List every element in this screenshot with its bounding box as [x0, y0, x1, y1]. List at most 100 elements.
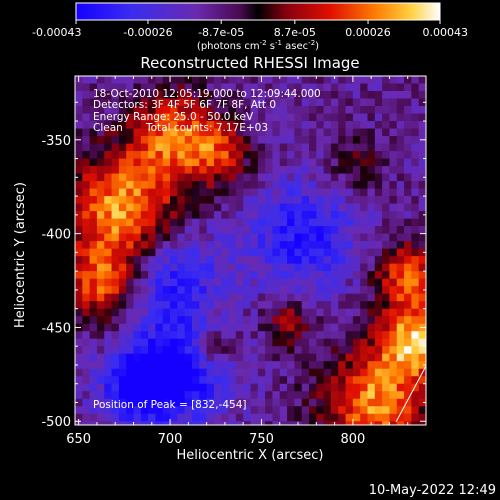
heatmap-cell	[177, 376, 186, 385]
heatmap-cell	[418, 76, 426, 85]
heatmap-cell	[243, 181, 251, 190]
heatmap-cell	[89, 128, 98, 137]
heatmap-cell	[309, 398, 317, 407]
annotation-method: Clean	[93, 122, 123, 134]
heatmap-cell	[192, 361, 200, 370]
heatmap-cell	[148, 136, 156, 145]
heatmap-cell	[155, 271, 164, 280]
heatmap-cell	[316, 211, 325, 220]
heatmap-cell	[279, 331, 288, 340]
heatmap-cell	[118, 248, 127, 257]
heatmap-cell	[162, 136, 171, 145]
heatmap-cell	[96, 286, 105, 295]
heatmap-cell	[374, 406, 383, 415]
heatmap-cell	[396, 248, 405, 257]
heatmap-cell	[374, 271, 383, 280]
heatmap-cell	[243, 406, 251, 415]
heatmap-image	[75, 76, 426, 425]
heatmap-cell	[155, 91, 164, 100]
heatmap-cell	[148, 218, 156, 227]
heatmap-cell	[272, 338, 281, 347]
heatmap-cell	[396, 83, 405, 92]
heatmap-cell	[418, 91, 426, 100]
heatmap-cell	[287, 383, 295, 392]
heatmap-cell	[75, 331, 83, 340]
heatmap-cell	[170, 323, 178, 332]
heatmap-cell	[330, 143, 339, 152]
heatmap-cell	[133, 368, 142, 377]
heatmap-cell	[279, 308, 288, 317]
heatmap-cell	[206, 226, 215, 235]
heatmap-cell	[309, 181, 317, 190]
heatmap-cell	[126, 406, 134, 415]
heatmap-cell	[338, 346, 347, 355]
y-axis-label: Heliocentric Y (arcsec)	[13, 182, 28, 328]
heatmap-cell	[272, 361, 281, 370]
heatmap-cell	[382, 226, 390, 235]
heatmap-cell	[75, 338, 83, 347]
heatmap-cell	[352, 76, 361, 85]
heatmap-cell	[206, 413, 215, 422]
heatmap-cell	[184, 203, 193, 212]
heatmap-cell	[221, 413, 230, 422]
heatmap-cell	[272, 301, 281, 310]
heatmap-cell	[294, 263, 303, 272]
heatmap-cell	[148, 301, 156, 310]
heatmap-cell	[396, 406, 405, 415]
heatmap-cell	[177, 331, 186, 340]
heatmap-cell	[338, 293, 347, 302]
heatmap-cell	[170, 113, 178, 122]
heatmap-cell	[96, 203, 105, 212]
heatmap-cell	[418, 346, 426, 355]
heatmap-cell	[96, 271, 105, 280]
heatmap-cell	[133, 166, 142, 175]
heatmap-cell	[250, 421, 259, 425]
heatmap-cell	[404, 151, 412, 160]
heatmap-cell	[389, 338, 398, 347]
heatmap-cell	[374, 136, 383, 145]
heatmap-cell	[192, 278, 200, 287]
heatmap-cell	[170, 158, 178, 167]
heatmap-cell	[323, 308, 332, 317]
heatmap-cell	[360, 391, 368, 400]
heatmap-cell	[170, 421, 178, 425]
heatmap-cell	[309, 286, 317, 295]
heatmap-cell	[404, 106, 412, 115]
heatmap-cell	[352, 338, 361, 347]
heatmap-cell	[75, 361, 83, 370]
heatmap-cell	[162, 218, 171, 227]
heatmap-cell	[199, 421, 208, 425]
heatmap-cell	[126, 226, 134, 235]
heatmap-cell	[294, 383, 303, 392]
heatmap-cell	[316, 166, 325, 175]
heatmap-cell	[404, 368, 412, 377]
heatmap-cell	[360, 211, 368, 220]
heatmap-cell	[301, 293, 310, 302]
heatmap-cell	[140, 301, 149, 310]
heatmap-cell	[279, 166, 288, 175]
heatmap-cell	[162, 83, 171, 92]
heatmap-cell	[243, 233, 251, 242]
heatmap-cell	[272, 106, 281, 115]
heatmap-cell	[96, 421, 105, 425]
heatmap-cell	[250, 211, 259, 220]
heatmap-cell	[418, 353, 426, 362]
heatmap-cell	[287, 226, 295, 235]
heatmap-cell	[367, 316, 376, 325]
heatmap-cell	[418, 398, 426, 407]
heatmap-cell	[279, 128, 288, 137]
heatmap-cell	[199, 368, 208, 377]
heatmap-cell	[265, 241, 273, 250]
heatmap-cell	[177, 143, 186, 152]
heatmap-cell	[243, 376, 251, 385]
heatmap-cell	[104, 166, 113, 175]
heatmap-cell	[301, 391, 310, 400]
heatmap-cell	[345, 76, 354, 85]
heatmap-cell	[170, 181, 178, 190]
heatmap-cell	[213, 376, 222, 385]
heatmap-cell	[162, 91, 171, 100]
heatmap-cell	[184, 98, 193, 107]
heatmap-cell	[338, 248, 347, 257]
heatmap-cell	[396, 376, 405, 385]
heatmap-cell	[133, 413, 142, 422]
